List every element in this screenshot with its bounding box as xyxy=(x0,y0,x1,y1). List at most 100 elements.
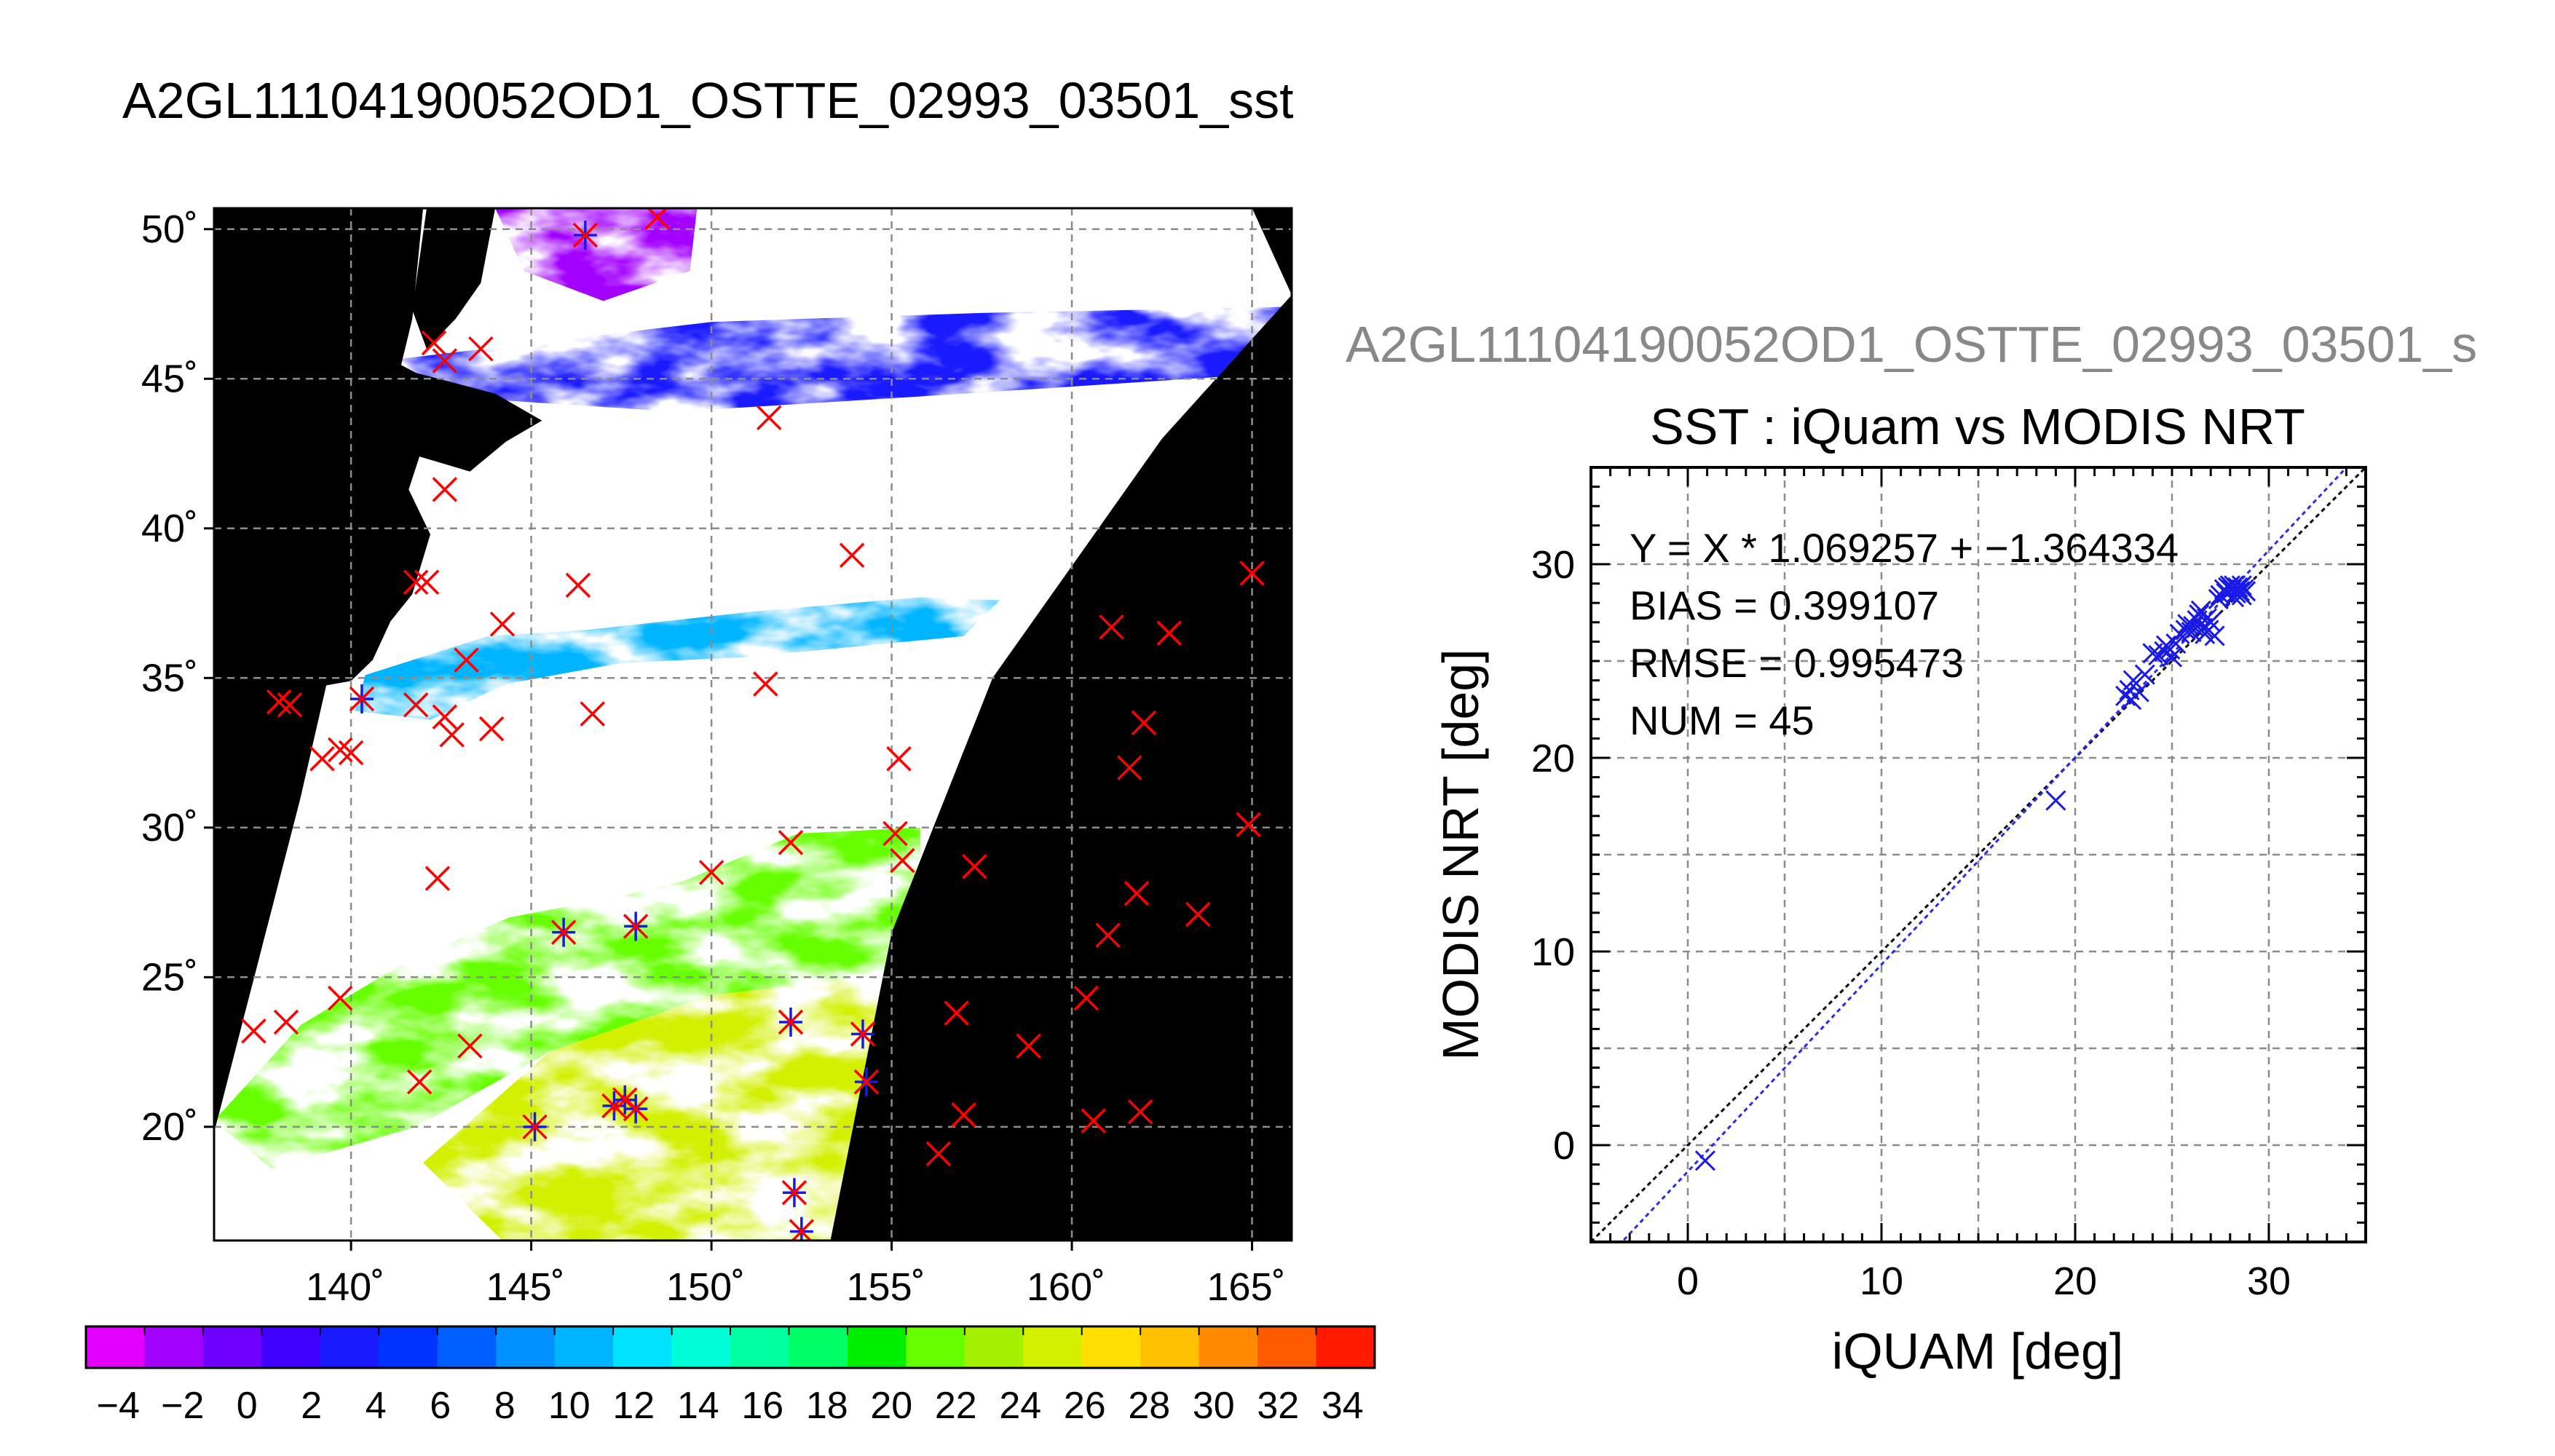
scatter-plot: 0 10 20 30 0 10 20 30 Y = X * 1.069257 + −1.36… xyxy=(1432,466,2367,1380)
matched-point-marker xyxy=(789,1216,815,1241)
scatter-point xyxy=(2200,612,2222,633)
map-y-axis: 20˚ 25˚ 30˚ 35˚ 40˚ 45˚ 50˚ xyxy=(141,207,214,1149)
match-point-marker xyxy=(432,704,458,729)
match-point-marker xyxy=(432,477,458,502)
match-point-marker xyxy=(565,572,591,598)
colorbar-label: 24 xyxy=(999,1385,1041,1427)
colorbar-cell xyxy=(86,1326,146,1368)
stats-bias: BIAS = 0.399107 xyxy=(1630,582,1939,628)
matched-point-marker xyxy=(550,917,577,947)
colorbar-cell xyxy=(906,1326,965,1368)
scatter-header: A2GL11104190052OD1_OSTTE_02993_03501_s xyxy=(1346,316,2477,373)
scatter-point xyxy=(2177,614,2198,635)
colorbar-cell xyxy=(847,1326,907,1368)
match-point-marker xyxy=(414,569,440,596)
page-title: A2GL11104190052OD1_OSTTE_02993_03501_sst xyxy=(122,72,1294,129)
match-point-marker xyxy=(890,847,915,874)
match-point-marker xyxy=(338,740,364,766)
colorbar: −4 −2 0 2 4 6 8 10 12 14 16 18 20 22 24 26 28 30 32 34 xyxy=(84,1325,1376,1427)
scatter-point xyxy=(2235,581,2256,602)
colorbar-label: 14 xyxy=(677,1385,719,1427)
map-y-tick-label: 20˚ xyxy=(141,1105,198,1149)
sst-map: 20˚ 25˚ 30˚ 35˚ 40˚ 45˚ 50˚ 140˚ 145˚ 150˚ 155˚ 16… xyxy=(141,207,1293,1309)
scatter-x-tick-label: 30 xyxy=(2247,1259,2291,1303)
match-point-marker xyxy=(1156,620,1182,646)
match-point-marker xyxy=(424,866,451,891)
scatter-xlabel: iQUAM [deg] xyxy=(1832,1323,2124,1380)
scatter-x-tick-label: 0 xyxy=(1677,1259,1699,1303)
match-point-marker xyxy=(454,647,479,673)
colorbar-label: 26 xyxy=(1064,1385,1106,1427)
map-grid xyxy=(214,208,1292,1241)
scatter-y-tick-label: 10 xyxy=(1531,930,1575,974)
match-point-marker xyxy=(403,569,429,596)
matched-point-marker xyxy=(572,220,599,250)
map-markers xyxy=(241,208,1265,1241)
match-point-marker xyxy=(328,985,353,1011)
match-point-marker xyxy=(839,542,865,569)
colorbar-label: 34 xyxy=(1322,1385,1364,1427)
colorbar-label: 16 xyxy=(741,1385,783,1427)
scatter-point xyxy=(2155,635,2177,656)
match-point-marker xyxy=(1124,880,1150,906)
match-point-marker xyxy=(1117,755,1142,780)
matched-point-marker xyxy=(522,1112,548,1142)
match-point-marker xyxy=(944,1000,969,1026)
scatter-point xyxy=(2183,616,2204,637)
colorbar-cell xyxy=(789,1326,848,1368)
colorbar-label: 4 xyxy=(366,1385,387,1427)
match-point-marker xyxy=(489,612,516,637)
stats-box: Y = X * 1.069257 + −1.364334 BIAS = 0.39… xyxy=(1630,525,2179,743)
match-point-marker xyxy=(580,701,605,727)
scatter-y-tick-label: 30 xyxy=(1531,543,1575,587)
colorbar-cell xyxy=(1316,1326,1375,1368)
colorbar-cell xyxy=(1198,1326,1258,1368)
map-y-tick-label: 30˚ xyxy=(141,806,198,850)
match-point-marker xyxy=(1239,561,1265,586)
map-y-tick-label: 45˚ xyxy=(141,357,198,400)
match-point-marker xyxy=(421,330,447,356)
scatter-point xyxy=(2208,588,2229,609)
match-point-marker xyxy=(951,1102,976,1128)
map-y-tick-label: 50˚ xyxy=(141,207,198,251)
colorbar-label: 6 xyxy=(430,1385,451,1427)
match-point-marker xyxy=(273,1009,299,1035)
map-x-tick-label: 155˚ xyxy=(847,1265,925,1309)
scatter-x-axis: 0 10 20 30 xyxy=(1590,467,2367,1303)
scatter-point xyxy=(2161,646,2183,668)
map-frame xyxy=(213,207,1293,1242)
map-y-tick-label: 35˚ xyxy=(141,656,198,700)
colorbar-cell xyxy=(261,1326,321,1368)
map-x-tick-label: 165˚ xyxy=(1207,1265,1286,1309)
colorbar-cell xyxy=(671,1326,731,1368)
colorbar-label: 10 xyxy=(548,1385,591,1427)
identity-line xyxy=(1591,467,2366,1242)
colorbar-labels: −4 −2 0 2 4 6 8 10 12 14 16 18 20 22 24 26 28 30 32 34 xyxy=(97,1385,1364,1427)
match-point-marker xyxy=(753,671,778,697)
match-point-marker xyxy=(478,716,505,742)
colorbar-cell xyxy=(613,1326,673,1368)
colorbar-label: 18 xyxy=(806,1385,848,1427)
match-point-marker xyxy=(886,746,912,772)
match-point-marker xyxy=(778,830,804,855)
colorbar-label: 0 xyxy=(237,1385,258,1427)
colorbar-cell xyxy=(496,1326,556,1368)
scatter-point xyxy=(2122,670,2144,691)
colorbar-cells xyxy=(86,1326,1375,1368)
colorbar-cell xyxy=(379,1326,438,1368)
colorbar-cell xyxy=(964,1326,1024,1368)
colorbar-frame xyxy=(84,1325,1376,1369)
match-point-marker xyxy=(644,208,671,230)
match-point-marker xyxy=(277,692,303,718)
match-point-marker xyxy=(457,1033,483,1059)
match-point-marker xyxy=(1131,710,1157,736)
match-point-marker xyxy=(882,820,908,847)
colorbar-cell xyxy=(554,1326,614,1368)
match-point-marker xyxy=(406,1069,433,1095)
match-point-marker xyxy=(1236,812,1261,837)
match-point-marker xyxy=(1095,922,1121,949)
scatter-x-tick-label: 20 xyxy=(2053,1259,2097,1303)
stats-rmse: RMSE = 0.995473 xyxy=(1630,640,1964,686)
land-sakhalin xyxy=(412,208,496,349)
colorbar-cell xyxy=(320,1326,379,1368)
